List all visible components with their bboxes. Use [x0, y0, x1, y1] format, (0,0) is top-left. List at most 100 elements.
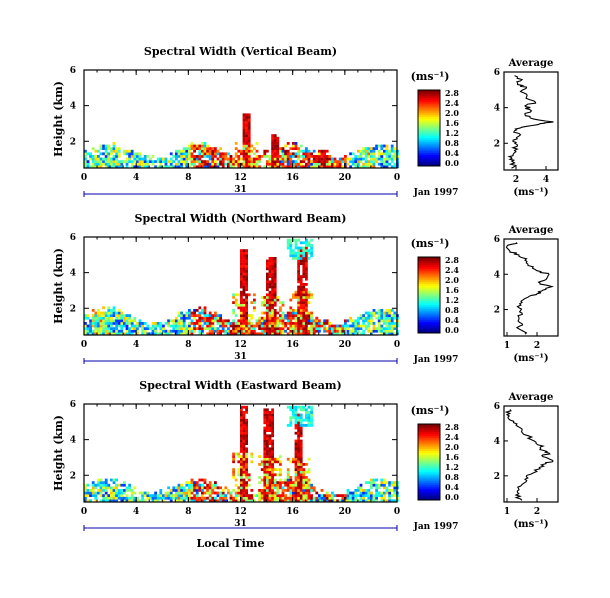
heatmap-cell: [143, 155, 147, 158]
heatmap-cell: [266, 460, 269, 464]
heatmap-cell: [302, 491, 306, 495]
heatmap-cell: [276, 481, 280, 484]
heatmap-cell: [180, 160, 183, 163]
heatmap-cell: [271, 160, 274, 163]
heatmap-cell: [211, 314, 215, 317]
heatmap-cell: [370, 157, 373, 161]
heatmap-cell: [245, 494, 248, 497]
colorbar-swatch: [418, 93, 440, 97]
heatmap-cell: [237, 319, 241, 323]
heatmap-cell: [255, 494, 259, 497]
heatmap-cell: [188, 162, 191, 166]
heatmap-cell: [380, 160, 384, 163]
heatmap-cell: [305, 267, 308, 271]
heatmap-cell: [310, 238, 313, 242]
heatmap-cell: [120, 311, 124, 315]
heatmap-cell: [271, 267, 274, 271]
colorbar-swatch: [418, 116, 440, 119]
heatmap-cell: [286, 157, 290, 161]
colorbar-swatch: [418, 435, 440, 438]
heatmap-cell: [338, 499, 342, 503]
heatmap-cell: [242, 478, 246, 482]
heatmap-cell: [390, 494, 394, 497]
heatmap-cell: [159, 165, 163, 169]
heatmap-cell: [245, 431, 248, 435]
heatmap-cell: [299, 416, 303, 419]
heatmap-cell: [266, 457, 269, 461]
heatmap-cell: [208, 496, 212, 500]
heatmap-cell: [84, 491, 87, 495]
heatmap-cell: [286, 489, 290, 492]
heatmap-cell: [266, 162, 269, 166]
heatmap-cell: [390, 160, 394, 163]
heatmap-cell: [299, 314, 303, 317]
heatmap-cell: [273, 499, 277, 503]
heatmap-cell: [97, 322, 100, 325]
heatmap-cell: [357, 316, 360, 320]
heatmap-cell: [299, 246, 303, 250]
heatmap-cell: [286, 483, 290, 487]
heatmap-cell: [232, 324, 235, 328]
heatmap-cell: [294, 476, 298, 479]
heatmap-cell: [112, 486, 116, 490]
heatmap-cell: [307, 483, 311, 487]
colorbar-tick-label: 0.4: [445, 148, 459, 158]
heatmap-cell: [86, 327, 90, 330]
heatmap-cell: [266, 426, 269, 430]
heatmap-cell: [333, 327, 337, 330]
heatmap-cell: [125, 152, 129, 156]
heatmap-cell: [240, 491, 243, 495]
heatmap-cell: [294, 468, 298, 471]
heatmap-cell: [302, 259, 306, 263]
heatmap-cell: [279, 162, 282, 166]
heatmap-cell: [203, 160, 207, 163]
colorbar-swatch: [418, 103, 440, 106]
heatmap-cell: [258, 324, 261, 328]
heatmap-cell: [203, 481, 207, 484]
heatmap-cell: [380, 165, 384, 169]
heatmap-cell: [377, 152, 381, 156]
heatmap-cell: [299, 483, 303, 487]
heatmap-cell: [354, 319, 358, 323]
heatmap-cell: [271, 499, 274, 503]
heatmap-cell: [336, 329, 339, 333]
colorbar: [417, 89, 441, 167]
heatmap-cell: [268, 270, 272, 273]
heatmap-cell: [297, 444, 300, 448]
heatmap-cell: [128, 496, 131, 500]
heatmap-cell: [234, 332, 238, 336]
heatmap-cell: [188, 496, 191, 500]
heatmap-cell: [107, 306, 111, 310]
heatmap-cell: [253, 324, 256, 328]
heatmap-cell: [333, 162, 337, 166]
heatmap-cell: [110, 491, 113, 495]
heatmap-cell: [245, 439, 248, 443]
heatmap-cell: [364, 324, 368, 328]
heatmap-cell: [266, 437, 269, 440]
heatmap-cell: [133, 160, 137, 163]
heatmap-cell: [208, 327, 212, 330]
y-tick-label: 6: [70, 233, 76, 243]
heatmap-cell: [297, 275, 300, 278]
heatmap-cell: [250, 165, 254, 169]
heatmap-cell: [286, 468, 290, 471]
profile-line: [507, 75, 554, 169]
heatmap-cell: [273, 288, 277, 291]
heatmap-cell: [242, 496, 246, 500]
heatmap-cell: [320, 324, 324, 328]
heatmap-cell: [195, 165, 199, 169]
heatmap-cell: [151, 332, 155, 336]
heatmap-cell: [240, 259, 243, 263]
colorbar-swatch: [418, 304, 440, 307]
heatmap-cell: [128, 332, 131, 336]
heatmap-cell: [193, 309, 196, 312]
heatmap-cell: [383, 162, 386, 166]
heatmap-cell: [115, 494, 118, 497]
heatmap-cell: [143, 494, 147, 497]
heatmap-cell: [221, 496, 225, 500]
heatmap-cell: [388, 152, 391, 156]
colorbar-tick-label: 0.0: [445, 325, 459, 335]
heatmap-cell: [271, 149, 274, 153]
heatmap-cell: [323, 149, 326, 153]
